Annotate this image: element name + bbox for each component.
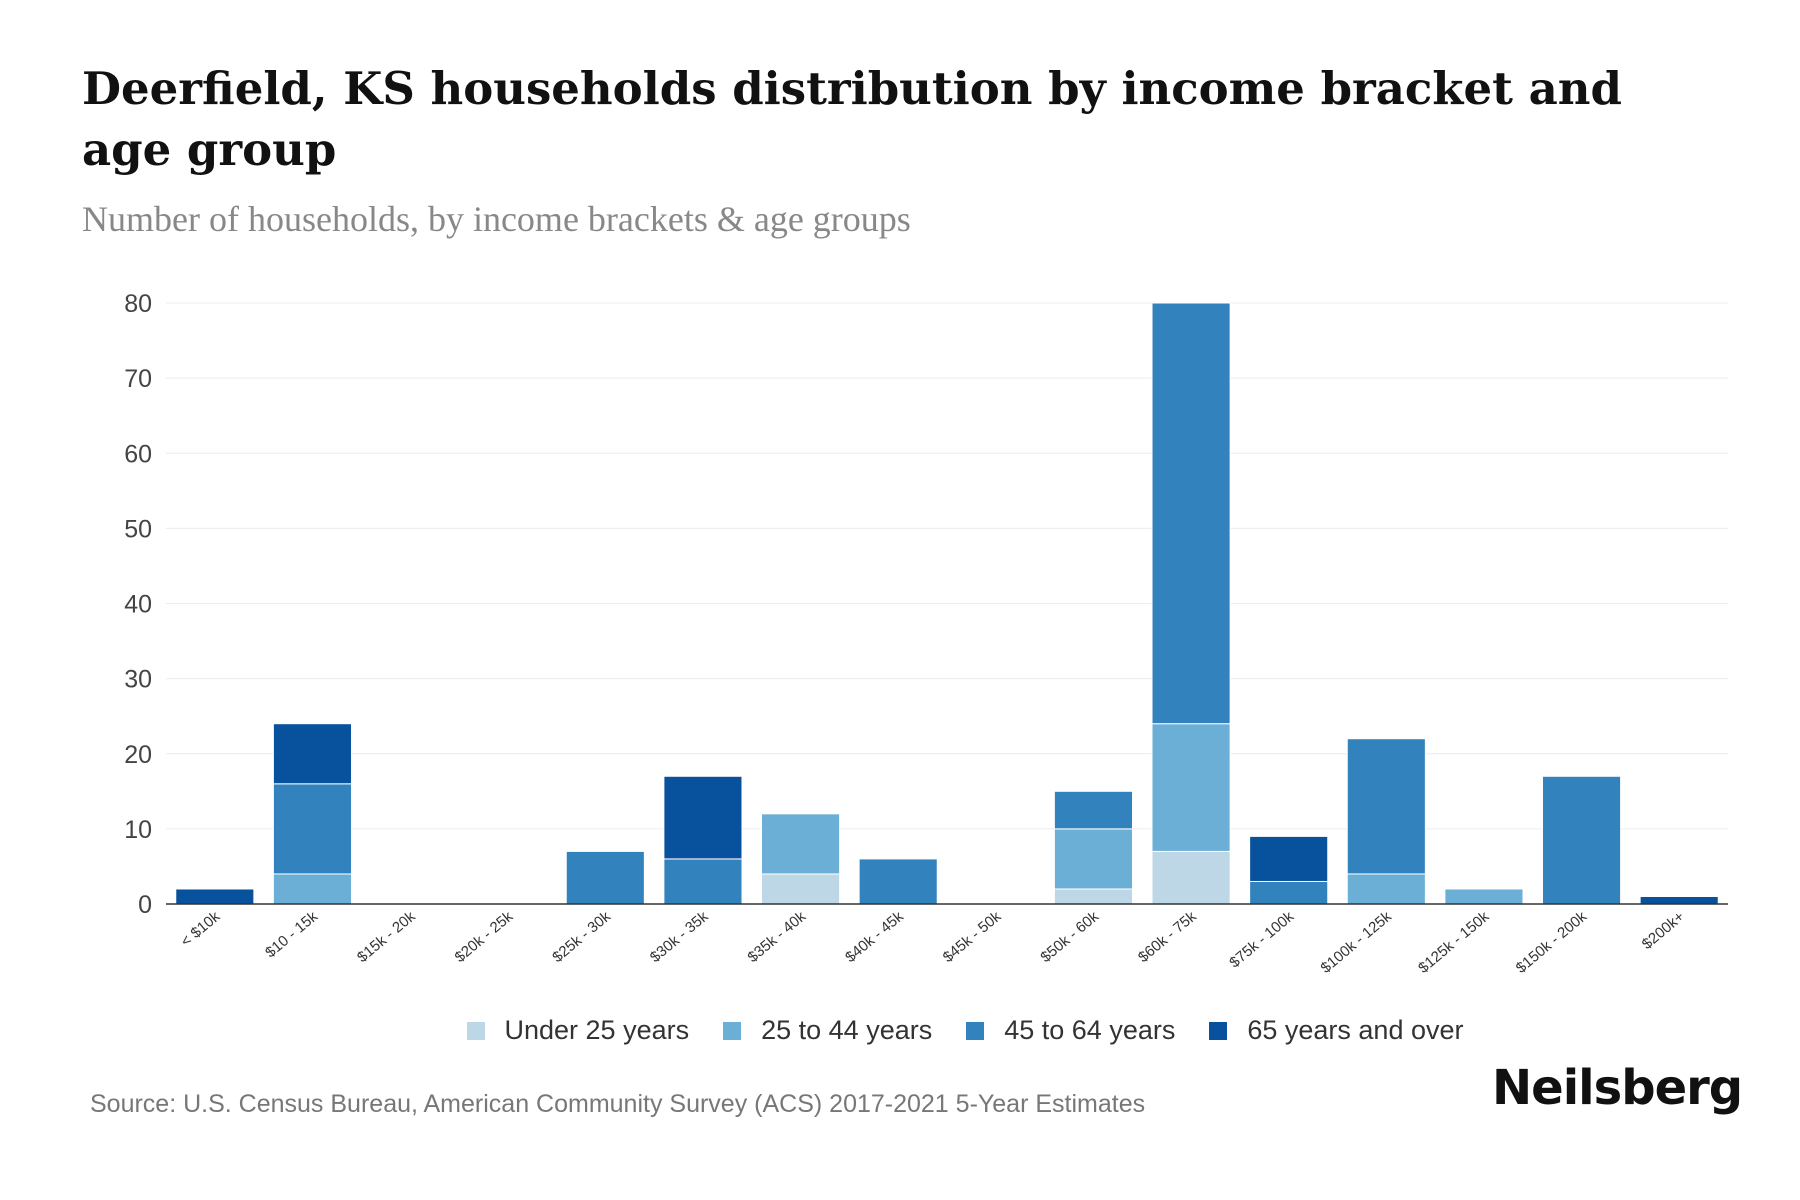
bar-segment <box>1151 302 1231 725</box>
bar-segment <box>1249 835 1329 882</box>
legend-swatch-under-25 <box>466 1021 485 1040</box>
y-tick-label: 20 <box>124 741 152 769</box>
bar-segment <box>1151 850 1231 905</box>
bar-segment <box>1542 775 1622 905</box>
x-tick-label: < $10k <box>178 908 224 951</box>
x-tick-label: $200k+ <box>1639 908 1688 953</box>
source-note: Source: U.S. Census Bureau, American Com… <box>90 1090 1146 1118</box>
y-tick-label: 30 <box>124 666 152 694</box>
x-tick-label: $20k - 25k <box>452 908 517 966</box>
legend-label-25-44: 25 to 44 years <box>761 1015 933 1045</box>
y-tick-label: 10 <box>124 816 152 844</box>
x-tick-label: $150k - 200k <box>1513 908 1591 977</box>
bar-segment <box>1346 738 1426 875</box>
x-tick-label: $50k - 60k <box>1037 908 1102 966</box>
bar-segment <box>761 813 841 875</box>
bar-segment <box>1444 888 1524 905</box>
y-tick-label: 80 <box>124 290 152 318</box>
bar-segment <box>272 783 352 875</box>
legend-item-under-25: Under 25 years <box>466 1015 690 1046</box>
x-tick-label: $15k - 20k <box>354 908 419 966</box>
bar-segment <box>1346 873 1426 905</box>
bar-segment <box>272 723 352 785</box>
y-tick-label: 40 <box>124 591 152 619</box>
bar-segment <box>663 775 743 860</box>
bar-segment <box>1053 828 1133 890</box>
stacked-bar-chart: 0 10 20 30 40 50 60 70 80 < $10k $10 - 15k $15k - 2… <box>124 290 1728 977</box>
legend-item-25-44: 25 to 44 years <box>723 1015 932 1046</box>
chart-subtitle: Number of households, by income brackets… <box>82 199 911 239</box>
bar-segment <box>1249 880 1329 905</box>
bar-segment <box>565 850 645 905</box>
bar-segment <box>1151 723 1231 852</box>
legend-label-65-over: 65 years and over <box>1247 1015 1464 1045</box>
chart-legend: Under 25 years 25 to 44 years 45 to 64 y… <box>0 1015 1800 1046</box>
x-tick-label: $25k - 30k <box>549 908 614 966</box>
bar-segment <box>272 873 352 905</box>
legend-swatch-65-over <box>1209 1021 1228 1040</box>
bar-segment <box>1053 888 1133 905</box>
brand-logo: Neilsberg <box>1492 1060 1743 1116</box>
legend-item-45-64: 45 to 64 years <box>966 1015 1175 1046</box>
legend-swatch-45-64 <box>966 1021 985 1040</box>
x-tick-label: $45k - 50k <box>940 908 1005 966</box>
x-tick-label: $30k - 35k <box>647 908 712 966</box>
bar-segment <box>858 858 938 905</box>
legend-label-45-64: 45 to 64 years <box>1004 1015 1176 1045</box>
x-tick-label: $125k - 150k <box>1415 908 1493 977</box>
x-tick-label: $75k - 100k <box>1226 908 1297 972</box>
chart-title: Deerfield, KS households distribution by… <box>82 62 1622 176</box>
legend-label-under-25: Under 25 years <box>504 1015 690 1045</box>
x-tick-label: $35k - 40k <box>745 908 810 966</box>
y-tick-label: 50 <box>124 515 152 543</box>
y-tick-label: 60 <box>124 440 152 468</box>
legend-item-65-over: 65 years and over <box>1209 1015 1464 1046</box>
x-tick-label: $60k - 75k <box>1135 908 1200 966</box>
bar-segment <box>175 888 255 905</box>
x-tick-label: $40k - 45k <box>842 908 907 966</box>
bar-segment <box>1053 790 1133 830</box>
x-tick-label: $10 - 15k <box>262 908 321 962</box>
bar-segment <box>663 858 743 905</box>
y-tick-label: 0 <box>138 891 152 919</box>
x-tick-label: $100k - 125k <box>1318 908 1396 977</box>
legend-swatch-25-44 <box>723 1021 742 1040</box>
y-tick-label: 70 <box>124 365 152 393</box>
bar-segment <box>761 873 841 905</box>
bar-segment <box>1639 895 1719 905</box>
